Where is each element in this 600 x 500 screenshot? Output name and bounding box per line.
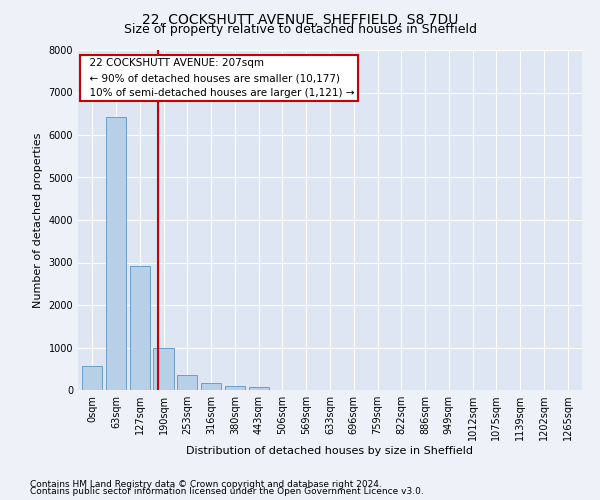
Bar [130,266,150,390]
Bar [177,374,197,390]
Text: 22 COCKSHUTT AVENUE: 207sqm
  ← 90% of detached houses are smaller (10,177)
  10: 22 COCKSHUTT AVENUE: 207sqm ← 90% of det… [83,58,355,98]
Bar [225,386,245,390]
Text: Size of property relative to detached houses in Sheffield: Size of property relative to detached ho… [124,22,476,36]
Bar [82,366,103,390]
Bar [154,348,173,390]
Text: Contains public sector information licensed under the Open Government Licence v3: Contains public sector information licen… [30,487,424,496]
Bar [248,386,269,390]
Y-axis label: Number of detached properties: Number of detached properties [33,132,43,308]
Text: Contains HM Land Registry data © Crown copyright and database right 2024.: Contains HM Land Registry data © Crown c… [30,480,382,489]
X-axis label: Distribution of detached houses by size in Sheffield: Distribution of detached houses by size … [187,446,473,456]
Text: 22, COCKSHUTT AVENUE, SHEFFIELD, S8 7DU: 22, COCKSHUTT AVENUE, SHEFFIELD, S8 7DU [142,12,458,26]
Bar [106,116,126,390]
Bar [201,383,221,390]
